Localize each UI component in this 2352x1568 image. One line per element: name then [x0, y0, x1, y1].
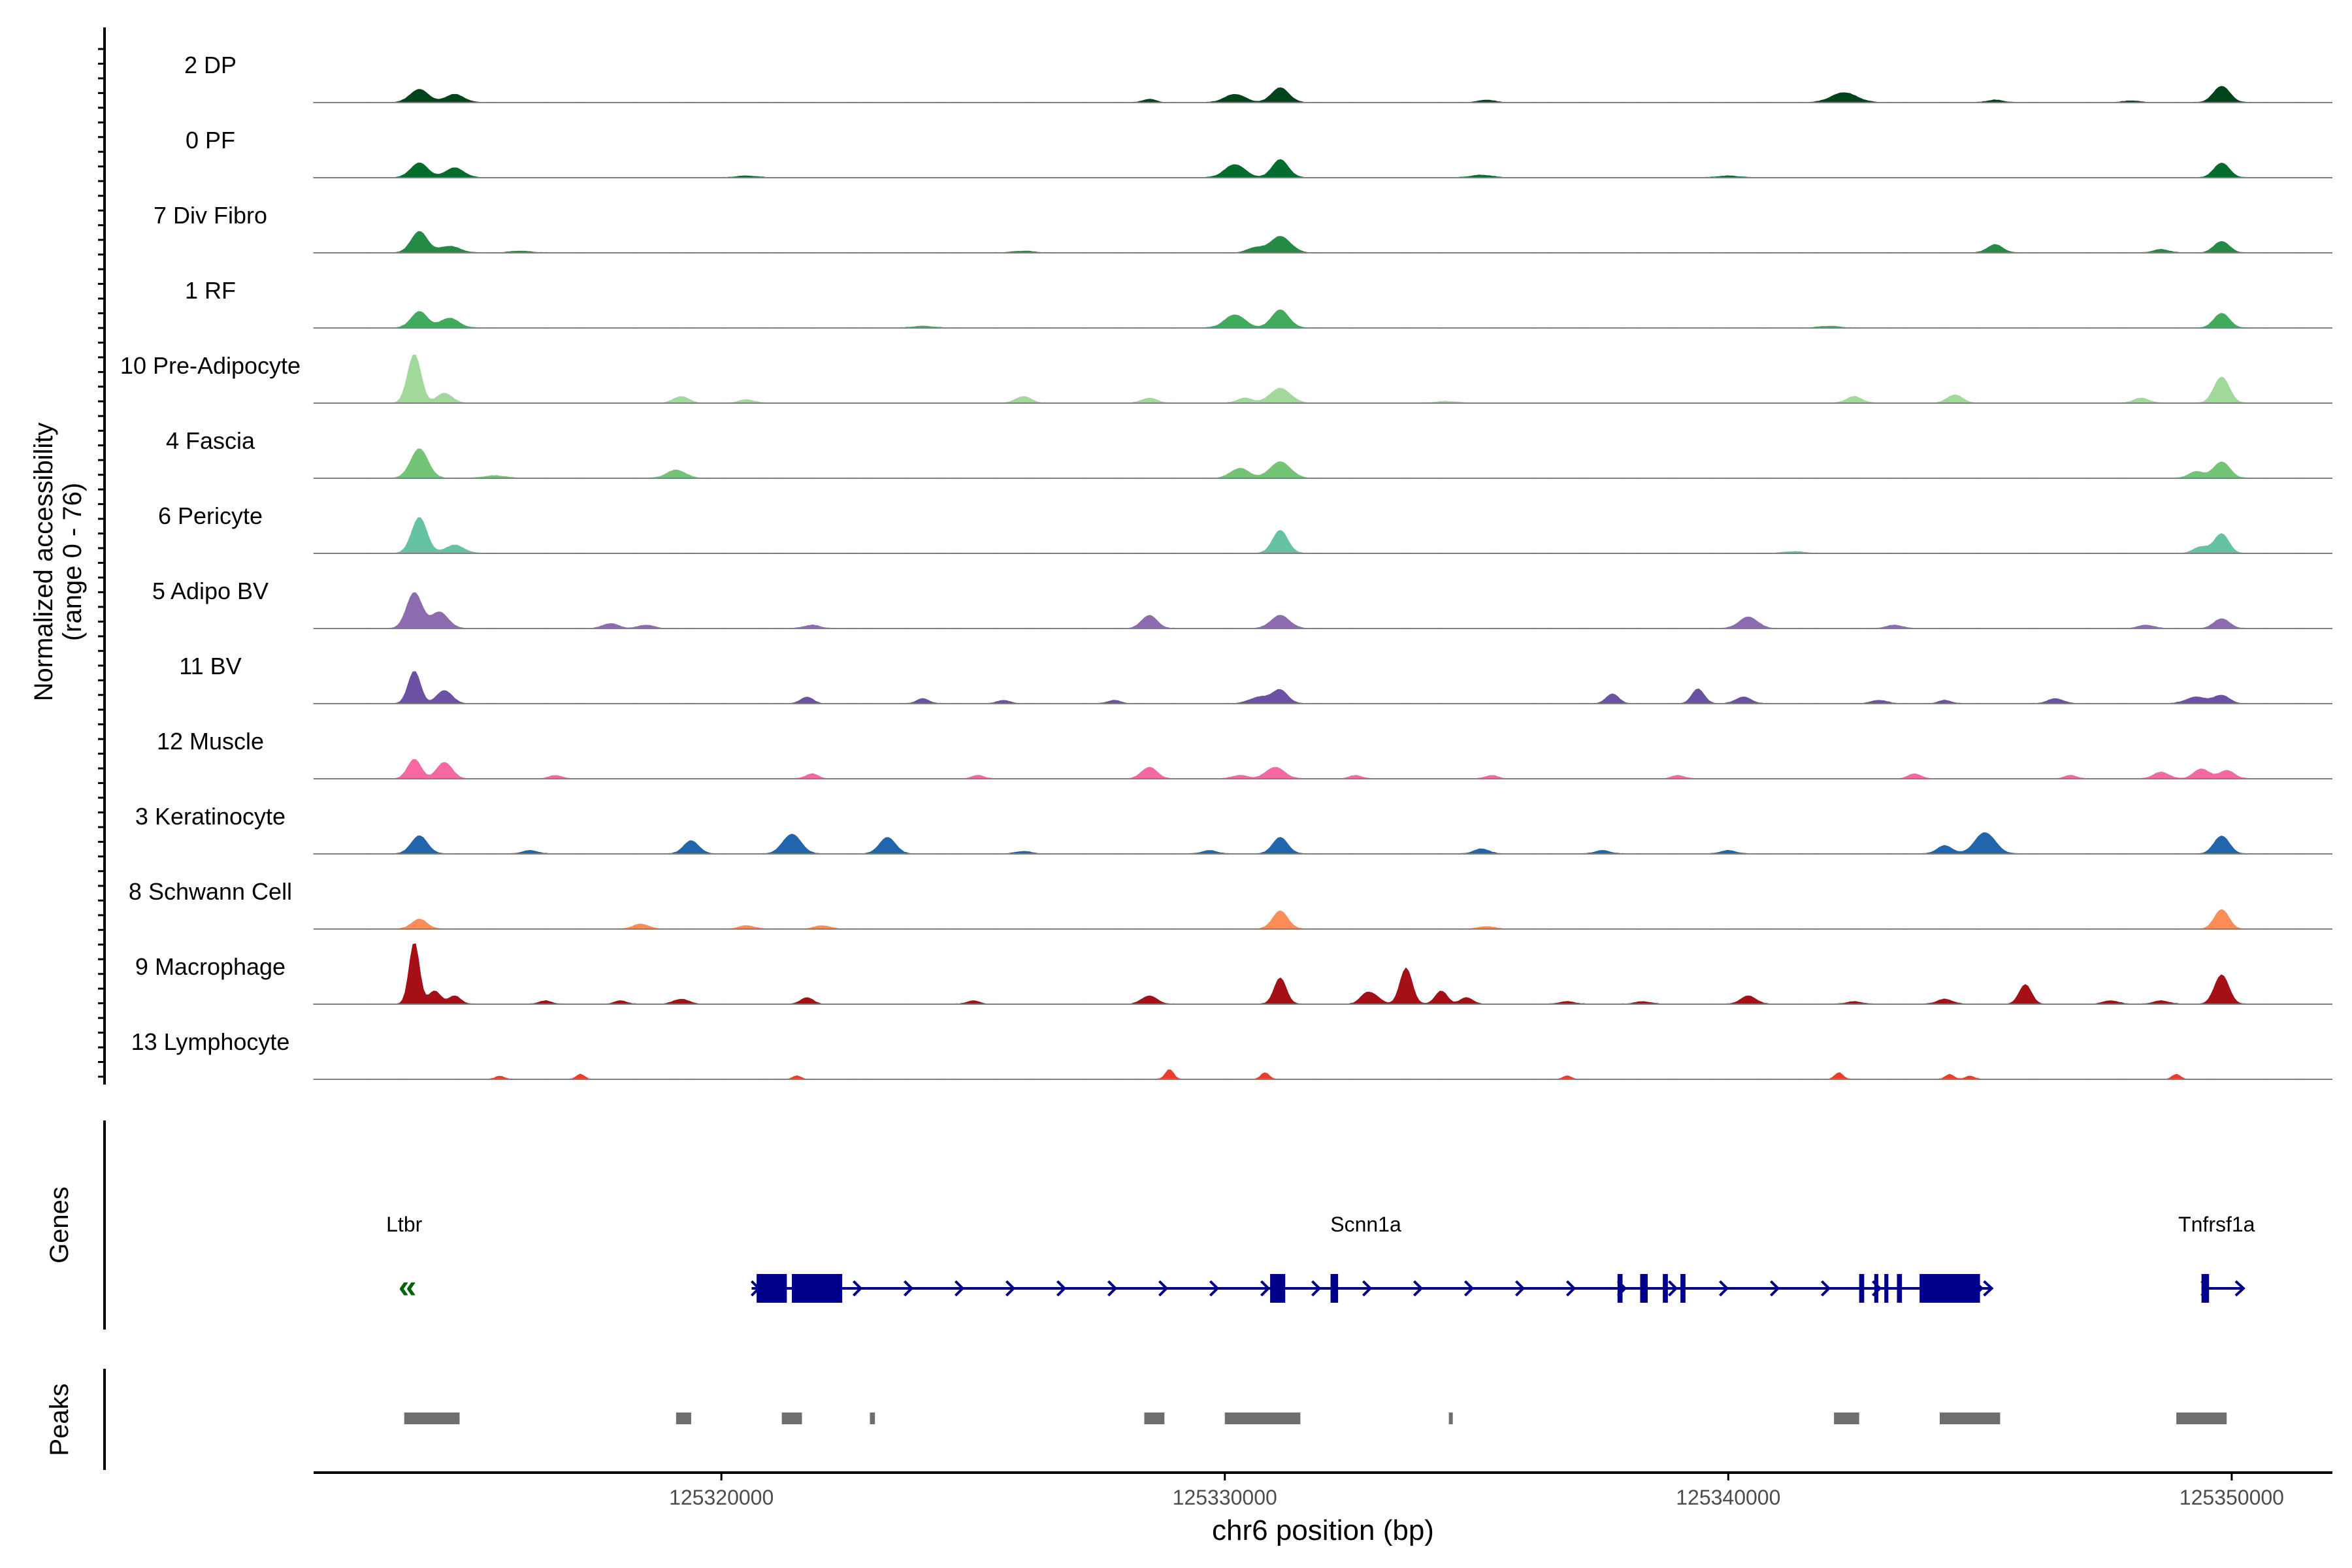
- x-tick-label: 125320000: [669, 1486, 774, 1509]
- exon: [1919, 1274, 1980, 1303]
- peak-region: [676, 1413, 691, 1424]
- track-12-muscle: 12 Muscle: [157, 728, 2333, 779]
- y-axis-ticks: [98, 48, 105, 1078]
- strand-arrow: [1463, 1280, 1475, 1297]
- track-label: 11 BV: [179, 653, 241, 679]
- exon: [1680, 1274, 1686, 1303]
- track-11-bv: 11 BV: [179, 653, 2333, 704]
- strand-arrow: [1107, 1280, 1118, 1297]
- strand-arrow: [1718, 1280, 1729, 1297]
- gene-strand-arrow: «: [399, 1268, 417, 1305]
- strand-arrow: [1362, 1280, 1373, 1297]
- track-0-pf: 0 PF: [186, 127, 2333, 178]
- gene-label: Ltbr: [386, 1213, 422, 1236]
- strand-arrow: [1311, 1280, 1322, 1297]
- exon: [1617, 1274, 1623, 1303]
- strand-arrow: [1514, 1280, 1526, 1297]
- track-9-macrophage: 9 Macrophage: [135, 943, 2333, 1005]
- strand-arrow: [954, 1280, 965, 1297]
- peak-region: [1939, 1413, 2001, 1424]
- exon: [2201, 1274, 2210, 1303]
- track-10-pre-adipocyte: 10 Pre-Adipocyte: [120, 352, 2333, 404]
- x-axis-ticks: 125320000 125330000 125340000 125350000: [669, 1473, 2284, 1509]
- track-label: 5 Adipo BV: [152, 578, 269, 604]
- track-label: 3 Keratinocyte: [135, 803, 286, 830]
- track-5-adipo-bv: 5 Adipo BV: [152, 578, 2333, 629]
- strand-arrow: [1056, 1280, 1067, 1297]
- gene-scnn1a: Scnn1a: [750, 1213, 1994, 1303]
- exon: [792, 1274, 843, 1303]
- gene-annotations: Ltbr « Scnn1a Tnfrsf1a: [386, 1213, 2255, 1305]
- peak-region: [1144, 1413, 1165, 1424]
- coverage-tracks: 2 DP 0 PF 7 Div Fibro 1 RF 10 Pre-Adipocyte 4…: [120, 52, 2333, 1080]
- strand-arrow: [1983, 1280, 1994, 1297]
- track-2-dp: 2 DP: [184, 52, 2333, 103]
- track-label: 10 Pre-Adipocyte: [120, 352, 301, 379]
- peaks-panel-label: Peaks: [45, 1383, 74, 1456]
- track-6-pericyte: 6 Pericyte: [158, 502, 2333, 554]
- strand-arrow: [1413, 1280, 1424, 1297]
- exon: [1330, 1274, 1339, 1303]
- strand-arrow: [1005, 1280, 1016, 1297]
- peak-regions: [404, 1413, 2227, 1424]
- exon: [1859, 1274, 1865, 1303]
- strand-arrow: [1260, 1280, 1271, 1297]
- strand-arrow: [1667, 1280, 1678, 1297]
- strand-arrow: [1565, 1280, 1576, 1297]
- track-13-lymphocyte: 13 Lymphocyte: [131, 1028, 2333, 1080]
- track-label: 13 Lymphocyte: [131, 1028, 290, 1055]
- strand-arrow: [1820, 1280, 1831, 1297]
- track-label: 12 Muscle: [157, 728, 264, 755]
- track-label: 8 Schwann Cell: [129, 878, 292, 905]
- exon: [1663, 1274, 1668, 1303]
- peak-region: [2176, 1413, 2227, 1424]
- exon: [1640, 1274, 1648, 1303]
- peak-region: [1834, 1413, 1859, 1424]
- peak-region: [781, 1413, 802, 1424]
- exon: [1897, 1274, 1903, 1303]
- x-tick-label: 125340000: [1676, 1486, 1780, 1509]
- exon: [1884, 1274, 1889, 1303]
- y-axis-title: Normalized accessibility: [29, 423, 58, 702]
- track-label: 2 DP: [184, 52, 237, 78]
- gene-label: Tnfrsf1a: [2178, 1213, 2255, 1236]
- y-axis: [98, 27, 106, 1085]
- gene-ltbr: Ltbr «: [386, 1213, 422, 1305]
- x-tick-label: 125330000: [1173, 1486, 1277, 1509]
- track-7-div-fibro: 7 Div Fibro: [154, 202, 2333, 253]
- strand-arrow: [852, 1280, 863, 1297]
- track-1-rf: 1 RF: [185, 277, 2333, 329]
- gene-label: Scnn1a: [1330, 1213, 1401, 1236]
- exon: [757, 1274, 787, 1303]
- genes-panel-label: Genes: [45, 1186, 74, 1264]
- exon: [1270, 1274, 1286, 1303]
- track-label: 6 Pericyte: [158, 502, 263, 529]
- x-tick-label: 125350000: [2180, 1486, 2284, 1509]
- track-label: 1 RF: [185, 277, 236, 304]
- strand-arrow: [2234, 1280, 2246, 1297]
- track-label: 9 Macrophage: [135, 953, 286, 980]
- strand-arrow: [903, 1280, 914, 1297]
- track-3-keratinocyte: 3 Keratinocyte: [135, 803, 2333, 855]
- peak-region: [404, 1413, 460, 1424]
- track-label: 0 PF: [186, 127, 235, 154]
- track-label: 4 Fascia: [166, 427, 255, 454]
- peak-region: [1448, 1413, 1453, 1424]
- peak-region: [870, 1413, 875, 1424]
- x-axis: 125320000 125330000 125340000 125350000: [314, 1471, 2332, 1509]
- y-axis-subtitle: (range 0 - 76): [58, 483, 87, 641]
- strand-arrow: [1769, 1280, 1780, 1297]
- track-4-fascia: 4 Fascia: [166, 427, 2333, 479]
- track-label: 7 Div Fibro: [154, 202, 267, 229]
- peak-region: [1224, 1413, 1301, 1424]
- track-8-schwann-cell: 8 Schwann Cell: [129, 878, 2333, 930]
- strand-arrow: [1209, 1280, 1220, 1297]
- x-axis-title: chr6 position (bp): [1212, 1514, 1434, 1546]
- exon: [1874, 1274, 1878, 1303]
- strand-arrow: [1158, 1280, 1169, 1297]
- gene-tnfrsf1a: Tnfrsf1a: [2178, 1213, 2255, 1303]
